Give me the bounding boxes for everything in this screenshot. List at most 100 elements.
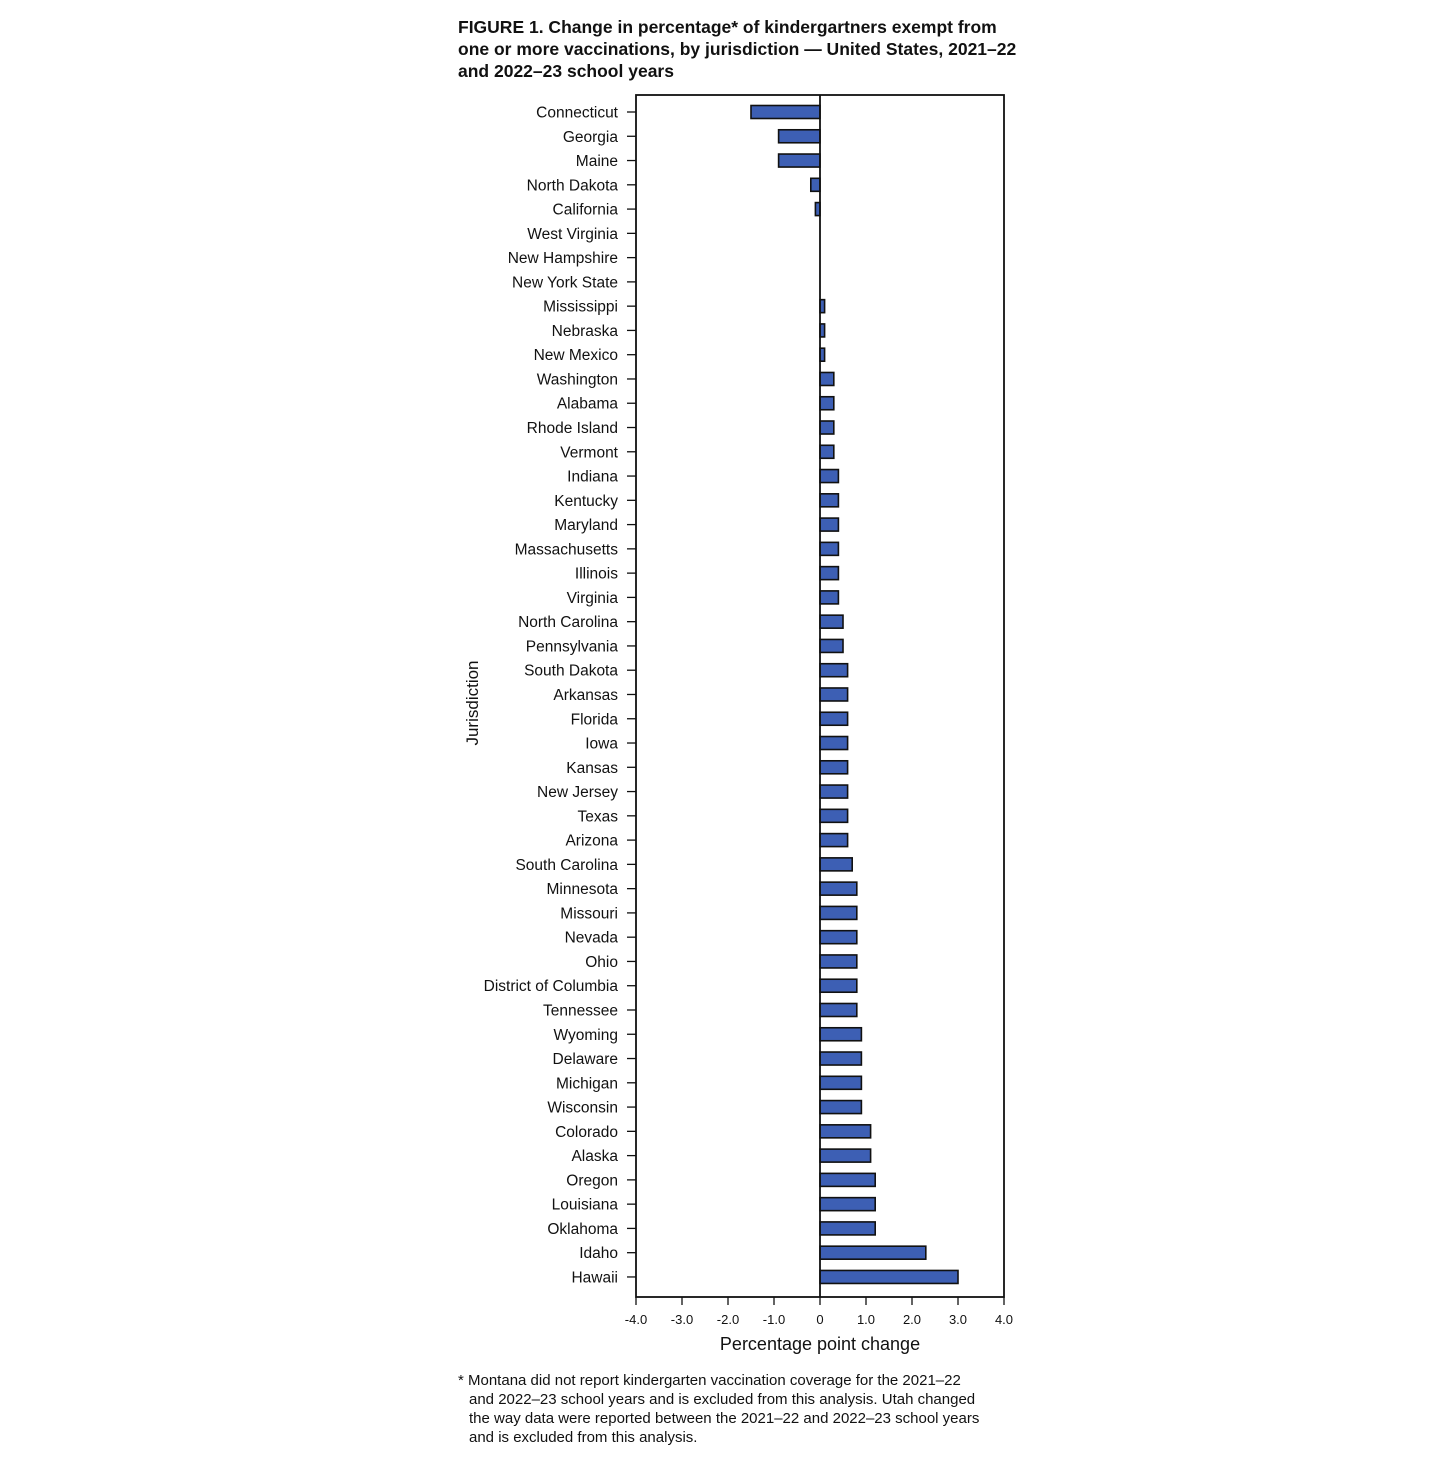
- bar: [819, 662, 849, 678]
- x-tick-label: -1.0: [763, 1312, 785, 1327]
- title-line: FIGURE 1. Change in percentage* of kinde…: [458, 17, 997, 37]
- y-tick-label: Colorado: [555, 1124, 618, 1141]
- footnote-line: the way data were reported between the 2…: [469, 1410, 980, 1427]
- y-tick-label: Connecticut: [536, 105, 619, 122]
- x-tick-label: -4.0: [625, 1312, 647, 1327]
- y-tick-label: Wyoming: [554, 1027, 618, 1044]
- bar: [819, 444, 835, 460]
- y-tick-label: New Mexico: [534, 347, 618, 364]
- y-tick-label: West Virginia: [527, 226, 618, 243]
- x-tick-label: 1.0: [857, 1312, 875, 1327]
- bar: [819, 881, 858, 896]
- bar: [819, 468, 840, 484]
- bar: [819, 1124, 872, 1139]
- y-tick-label: New Hampshire: [508, 250, 618, 267]
- y-tick-label: District of Columbia: [484, 978, 619, 995]
- bar: [819, 395, 835, 411]
- bar: [819, 905, 858, 921]
- bar: [819, 929, 858, 945]
- y-tick-label: Delaware: [553, 1051, 618, 1068]
- bar: [819, 1002, 858, 1018]
- y-tick-label: South Dakota: [524, 663, 618, 680]
- title-line: one or more vaccinations, by jurisdictio…: [458, 39, 1017, 59]
- bar: [819, 832, 849, 848]
- bar: [819, 541, 840, 557]
- y-tick-label: Washington: [537, 371, 618, 388]
- y-axis-title: Jurisdiction: [463, 660, 482, 745]
- bar: [777, 153, 821, 168]
- bar: [819, 1099, 863, 1115]
- figure-title: FIGURE 1. Change in percentage* of kinde…: [458, 16, 1028, 82]
- bar: [819, 711, 849, 727]
- y-tick-label: North Dakota: [527, 177, 619, 194]
- y-tick-label: Massachusetts: [515, 541, 619, 558]
- bar: [819, 954, 858, 969]
- y-tick-label: New Jersey: [537, 784, 618, 801]
- bar: [819, 1245, 927, 1260]
- y-tick-label: Illinois: [575, 566, 618, 583]
- bar: [819, 420, 835, 435]
- y-tick-label: Alabama: [557, 396, 619, 413]
- y-tick-label: Missouri: [560, 905, 618, 922]
- y-tick-label: Arkansas: [553, 687, 618, 704]
- bar: [819, 1196, 877, 1212]
- bar: [819, 784, 849, 799]
- y-tick-label: Kansas: [566, 760, 618, 777]
- bar: [819, 493, 840, 508]
- y-tick-label: Oregon: [566, 1172, 618, 1189]
- bar: [819, 759, 849, 775]
- footnote: * Montana did not report kindergarten va…: [458, 1371, 1033, 1447]
- bar: [819, 1026, 863, 1042]
- y-tick-label: Idaho: [579, 1245, 618, 1262]
- bar: [819, 638, 844, 654]
- y-tick-label: Kentucky: [554, 493, 618, 510]
- y-tick-label: Oklahoma: [547, 1221, 618, 1238]
- y-tick-label: Tennessee: [543, 1002, 618, 1019]
- bar: [819, 590, 840, 605]
- y-tick-label: Pennsylvania: [526, 638, 619, 655]
- bar: [819, 687, 849, 702]
- y-tick-label: Minnesota: [546, 881, 618, 898]
- footnote-line: * Montana did not report kindergarten va…: [458, 1372, 961, 1389]
- title-line: and 2022–23 school years: [458, 61, 674, 81]
- bar: [750, 104, 821, 120]
- bar: [809, 177, 821, 193]
- y-tick-label: Texas: [578, 808, 619, 825]
- bar: [777, 128, 821, 144]
- y-tick-label: Nevada: [565, 930, 619, 947]
- y-tick-label: California: [553, 202, 619, 219]
- bar: [819, 614, 844, 629]
- y-tick-label: New York State: [512, 274, 618, 291]
- y-tick-label: Ohio: [585, 954, 618, 971]
- x-tick-label: 2.0: [903, 1312, 921, 1327]
- bar: [819, 735, 849, 751]
- bar: [819, 1172, 877, 1188]
- footnote-line: and is excluded from this analysis.: [469, 1429, 698, 1446]
- y-tick-label: Wisconsin: [547, 1100, 618, 1117]
- x-tick-label: 3.0: [949, 1312, 967, 1327]
- x-tick-label: -3.0: [671, 1312, 693, 1327]
- bar: [819, 1075, 863, 1091]
- bar: [819, 978, 858, 994]
- bar: [819, 857, 854, 872]
- x-tick-label: 4.0: [995, 1312, 1013, 1327]
- y-tick-label: Florida: [571, 711, 619, 728]
- bar: [819, 1148, 872, 1163]
- y-tick-label: Georgia: [563, 129, 619, 146]
- y-tick-label: North Carolina: [518, 614, 618, 631]
- y-tick-label: Vermont: [560, 444, 618, 461]
- y-tick-label: Hawaii: [571, 1269, 618, 1286]
- y-tick-label: Maryland: [554, 517, 618, 534]
- footnote-line: and 2022–23 school years and is excluded…: [469, 1391, 976, 1408]
- bar: [819, 371, 835, 387]
- bar: [819, 1221, 877, 1236]
- y-tick-label: Rhode Island: [527, 420, 618, 437]
- y-tick-label: Iowa: [585, 736, 618, 753]
- y-tick-label: Louisiana: [552, 1197, 619, 1214]
- y-tick-label: Indiana: [567, 469, 618, 486]
- bar: [819, 517, 840, 532]
- bar: [819, 1269, 959, 1285]
- y-tick-label: Michigan: [556, 1075, 618, 1092]
- bar: [819, 1051, 863, 1066]
- y-tick-label: Arizona: [565, 833, 618, 850]
